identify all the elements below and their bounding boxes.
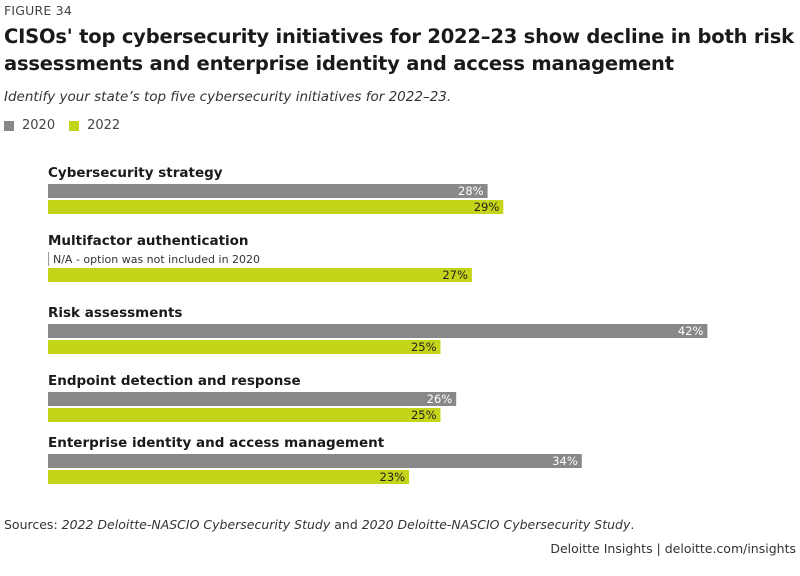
na-annotation-multifactor-authentication: N/A - option was not included in 2020 <box>53 253 260 266</box>
footer-credit: Deloitte Insights | deloitte.com/insight… <box>550 541 796 556</box>
bar-2022-cybersecurity-strategy <box>48 200 504 214</box>
legend-item-2020: 2020 <box>4 118 55 133</box>
value-label-2022-cybersecurity-strategy: 29% <box>474 200 500 214</box>
value-label-2022-multifactor-authentication: 27% <box>442 268 468 282</box>
value-label-2020-risk-assessments: 42% <box>678 324 704 338</box>
bar-2020-enterprise-identity-and-access-management <box>48 454 582 468</box>
legend-item-2022: 2022 <box>69 118 120 133</box>
value-label-2022-risk-assessments: 25% <box>411 340 437 354</box>
bar-2020-cybersecurity-strategy <box>48 184 488 198</box>
bar-chart: Cybersecurity strategy 28% 29% Multifactor … <box>48 165 708 484</box>
value-label-2022-endpoint-detection-and-response: 25% <box>411 408 437 422</box>
legend-swatch-2020 <box>4 120 14 131</box>
chart-legend: 2020 2022 <box>4 118 134 133</box>
category-label-risk-assessments: Risk assessments <box>48 305 182 321</box>
value-label-2022-enterprise-identity-and-access-management: 23% <box>380 470 406 484</box>
bar-2022-multifactor-authentication <box>48 268 472 282</box>
chart-subtitle: Identify your state’s top five cybersecu… <box>4 89 452 105</box>
legend-label-2022: 2022 <box>87 118 121 133</box>
bar-2020-risk-assessments <box>48 324 708 338</box>
value-label-2020-endpoint-detection-and-response: 26% <box>427 392 453 406</box>
category-label-enterprise-identity-and-access-management: Enterprise identity and access managemen… <box>48 435 385 451</box>
legend-label-2020: 2020 <box>22 118 56 133</box>
category-label-multifactor-authentication: Multifactor authentication <box>48 233 249 249</box>
category-label-endpoint-detection-and-response: Endpoint detection and response <box>48 373 301 389</box>
bar-2022-enterprise-identity-and-access-management <box>48 470 410 484</box>
value-label-2020-enterprise-identity-and-access-management: 34% <box>552 454 578 468</box>
sources-note: Sources: 2022 Deloitte-NASCIO Cybersecur… <box>4 517 635 532</box>
chart-title: CISOs' top cybersecurity initiatives for… <box>4 25 794 75</box>
category-label-cybersecurity-strategy: Cybersecurity strategy <box>48 165 223 181</box>
figure-label: FIGURE 34 <box>4 3 72 18</box>
bar-2022-risk-assessments <box>48 340 441 354</box>
bar-2020-endpoint-detection-and-response <box>48 392 457 406</box>
bar-2022-endpoint-detection-and-response <box>48 408 441 422</box>
legend-swatch-2022 <box>69 120 80 131</box>
value-label-2020-cybersecurity-strategy: 28% <box>458 184 484 198</box>
